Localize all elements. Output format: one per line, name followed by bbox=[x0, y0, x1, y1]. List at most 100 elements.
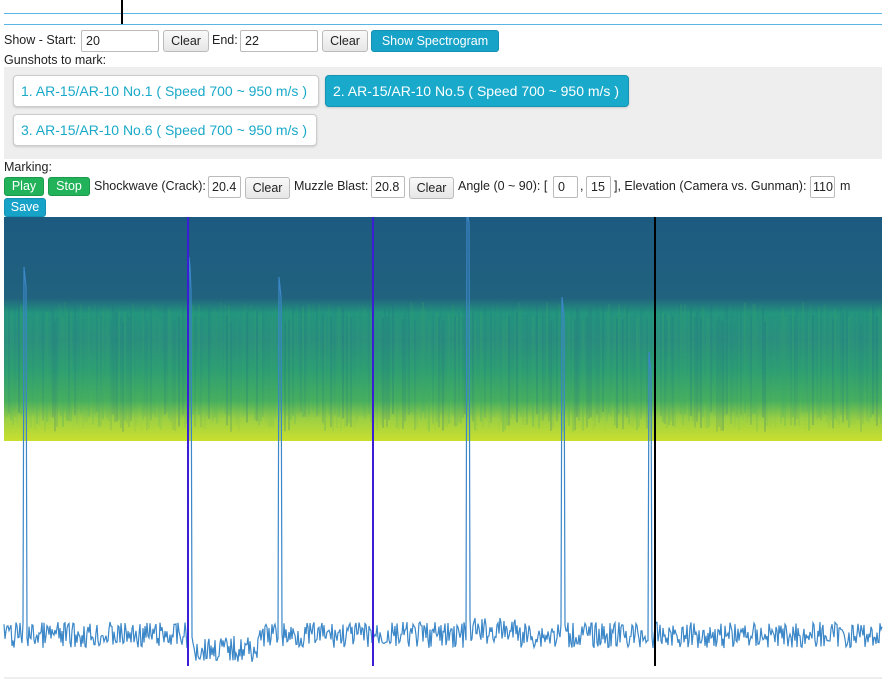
spectrogram-texture bbox=[756, 321, 758, 432]
spectrogram-texture bbox=[606, 311, 608, 422]
spectrogram-texture bbox=[656, 304, 658, 414]
spectrogram-texture bbox=[202, 319, 204, 429]
shockwave-input[interactable]: 20.4 bbox=[208, 176, 241, 198]
spectrogram-texture bbox=[686, 321, 688, 431]
spectrogram-texture bbox=[520, 306, 522, 417]
clear-button[interactable]: Clear bbox=[245, 177, 290, 199]
angle-min-input[interactable]: 0 bbox=[553, 176, 578, 198]
spectrogram-texture bbox=[368, 303, 370, 414]
spectrogram-texture bbox=[640, 309, 642, 420]
gunshot-button[interactable]: 3. AR-15/AR-10 No.6 ( Speed 700 ~ 950 m/… bbox=[13, 114, 317, 146]
spectrogram-texture bbox=[592, 320, 594, 430]
elevation-input[interactable]: 110 bbox=[810, 176, 835, 198]
start-input[interactable]: 20 bbox=[81, 30, 159, 52]
spectrogram-texture bbox=[568, 315, 570, 426]
spectrogram-texture bbox=[622, 319, 624, 430]
muzzle-input[interactable]: 20.8 bbox=[371, 176, 405, 198]
clear-button[interactable]: Clear bbox=[322, 30, 368, 52]
spectrogram-texture bbox=[194, 316, 196, 427]
spectrogram-texture bbox=[868, 312, 870, 423]
spectrogram-texture bbox=[384, 309, 386, 420]
spectrogram-texture bbox=[206, 306, 208, 417]
angle-max-input[interactable]: 15 bbox=[586, 176, 611, 198]
spectrogram-texture bbox=[288, 320, 290, 431]
show-spectrogram-button[interactable]: Show Spectrogram bbox=[371, 30, 499, 52]
spectrogram-texture bbox=[72, 320, 74, 430]
spectrogram-texture bbox=[290, 310, 292, 421]
spectrogram-texture bbox=[674, 317, 676, 428]
spectrogram-texture bbox=[766, 315, 768, 426]
spectrogram-texture bbox=[158, 316, 160, 427]
spectrogram-texture bbox=[182, 305, 184, 416]
spectrogram-texture bbox=[304, 306, 306, 417]
gunshot-button[interactable]: 2. AR-15/AR-10 No.5 ( Speed 700 ~ 950 m/… bbox=[325, 75, 629, 107]
spectrogram-texture bbox=[484, 307, 486, 418]
clear-button[interactable]: Clear bbox=[409, 177, 454, 199]
spectrogram-texture bbox=[16, 313, 18, 424]
spectrogram-texture bbox=[148, 318, 150, 429]
play-button[interactable]: Play bbox=[4, 177, 44, 196]
spectrogram-texture bbox=[768, 318, 770, 428]
spectrogram-texture bbox=[70, 311, 72, 422]
spectrogram-texture bbox=[260, 311, 262, 422]
spectrogram-texture bbox=[356, 311, 358, 422]
marking-label: Marking: bbox=[4, 160, 52, 174]
spectrogram-texture bbox=[516, 312, 518, 423]
spectrogram-texture bbox=[454, 316, 456, 427]
spectrogram-texture bbox=[460, 313, 462, 424]
spectrogram-texture bbox=[546, 302, 548, 413]
spectrogram-texture bbox=[352, 316, 354, 426]
spectrogram-texture bbox=[222, 302, 224, 412]
spectrogram-texture bbox=[754, 303, 756, 414]
spectrogram-texture bbox=[692, 311, 694, 422]
spectrogram-texture bbox=[170, 311, 172, 422]
spectrogram-texture bbox=[114, 311, 116, 422]
spectrogram-texture bbox=[88, 306, 90, 417]
spectrogram-texture bbox=[626, 307, 628, 418]
spectrogram-texture bbox=[680, 304, 682, 415]
spectrogram-texture bbox=[396, 317, 398, 428]
spectrogram-texture bbox=[604, 320, 606, 430]
spectrogram-texture bbox=[618, 304, 620, 415]
spectrogram-texture bbox=[562, 321, 564, 432]
save-button[interactable]: Save bbox=[4, 198, 46, 217]
spectrogram-texture bbox=[858, 309, 860, 420]
spectrogram-texture bbox=[56, 316, 58, 427]
spectrogram-texture bbox=[172, 319, 174, 430]
spectrogram-texture bbox=[246, 312, 248, 423]
spectrogram-texture bbox=[314, 322, 316, 432]
spectrogram-texture bbox=[248, 304, 250, 414]
gunshot-button[interactable]: 1. AR-15/AR-10 No.1 ( Speed 700 ~ 950 m/… bbox=[13, 75, 319, 107]
spectrogram-texture bbox=[842, 312, 844, 423]
spectrogram-texture bbox=[706, 318, 708, 429]
spectrogram-texture bbox=[510, 308, 512, 419]
spectrogram-texture bbox=[712, 303, 714, 413]
spectrogram-texture bbox=[50, 307, 52, 417]
spectrogram-texture bbox=[150, 310, 152, 421]
spectrogram-texture bbox=[816, 309, 818, 420]
spectrogram-texture bbox=[758, 305, 760, 416]
spectrogram-texture bbox=[298, 303, 300, 414]
stop-button[interactable]: Stop bbox=[48, 177, 90, 196]
spectrogram-texture bbox=[118, 310, 120, 421]
spectrogram-texture bbox=[402, 318, 404, 429]
spectrogram-texture bbox=[418, 304, 420, 415]
spectrogram-texture bbox=[52, 307, 54, 418]
spectrogram-texture bbox=[710, 302, 712, 413]
spectrogram-texture bbox=[860, 321, 862, 432]
spectrogram-texture bbox=[488, 317, 490, 428]
end-input[interactable]: 22 bbox=[240, 30, 318, 52]
spectrogram-texture bbox=[242, 306, 244, 417]
spectrogram-texture bbox=[64, 302, 66, 413]
spectrogram-texture bbox=[586, 317, 588, 428]
spectrogram-texture bbox=[862, 313, 864, 424]
spectrogram-texture bbox=[796, 309, 798, 420]
spectrogram-texture bbox=[750, 314, 752, 425]
spectrogram-texture bbox=[450, 313, 452, 423]
clear-button[interactable]: Clear bbox=[163, 30, 209, 52]
spectrogram-texture bbox=[826, 312, 828, 423]
spectrogram-texture bbox=[572, 321, 574, 432]
spectrogram-texture bbox=[112, 304, 114, 415]
spectrogram-texture bbox=[740, 305, 742, 416]
spectrogram-texture bbox=[360, 307, 362, 417]
